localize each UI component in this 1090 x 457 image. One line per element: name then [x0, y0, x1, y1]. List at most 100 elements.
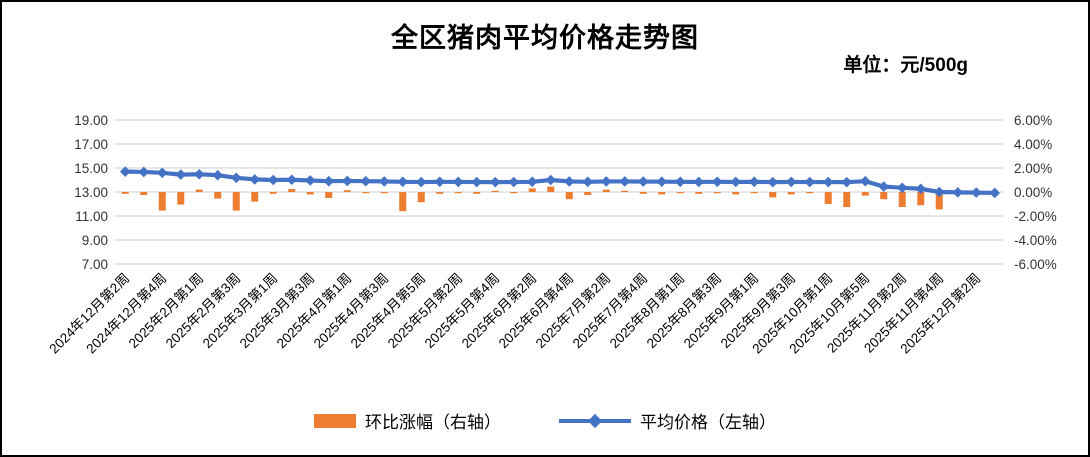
- right-axis-ticks: 6.00% 4.00% 2.00% 0.00% -2.00% -4.00% -6.00%: [1014, 113, 1057, 272]
- change-bar: [621, 190, 629, 192]
- data-point-marker: [267, 174, 279, 186]
- change-bar: [158, 192, 166, 211]
- legend-item-line-series: 平均价格（左轴）: [559, 408, 776, 433]
- data-point-marker: [360, 175, 372, 187]
- line-swatch-diamond-marker: [587, 413, 603, 428]
- legend-label-bar: 环比涨幅（右轴）: [365, 413, 501, 432]
- data-point-marker: [933, 186, 945, 198]
- change-bar: [602, 189, 610, 192]
- data-point-marker: [693, 176, 705, 188]
- change-bar: [843, 192, 851, 207]
- change-bar: [288, 189, 296, 192]
- data-point-marker: [230, 172, 242, 184]
- svg-text:0.00%: 0.00%: [1014, 185, 1052, 200]
- svg-text:6.00%: 6.00%: [1014, 113, 1052, 128]
- svg-text:7.00: 7.00: [82, 257, 108, 272]
- change-bar: [417, 192, 425, 203]
- change-bar: [269, 192, 277, 194]
- data-point-marker: [508, 176, 520, 188]
- svg-text:11.00: 11.00: [75, 209, 108, 224]
- change-bar: [898, 192, 906, 207]
- bar-series: [121, 186, 999, 212]
- data-point-marker: [748, 176, 760, 188]
- change-bar: [639, 192, 647, 194]
- data-point-marker: [341, 175, 353, 187]
- data-point-marker: [119, 166, 131, 177]
- svg-text:-6.00%: -6.00%: [1014, 257, 1057, 272]
- change-bar: [121, 192, 129, 194]
- change-bar: [232, 192, 240, 211]
- data-point-marker: [489, 176, 501, 188]
- change-bar: [380, 192, 388, 194]
- data-point-marker: [526, 176, 538, 188]
- data-point-marker: [841, 176, 853, 188]
- data-point-marker: [175, 169, 187, 180]
- data-point-marker: [434, 176, 446, 188]
- data-point-marker: [711, 176, 723, 188]
- change-bar: [750, 192, 758, 194]
- change-bar: [713, 192, 721, 194]
- data-point-marker: [323, 175, 335, 187]
- change-bar: [880, 192, 888, 200]
- left-axis-ticks: 19.00 17.00 15.00 13.00 11.00 9.00 7.00: [74, 113, 108, 272]
- change-bar: [935, 192, 943, 210]
- change-bar: [362, 192, 370, 194]
- change-bar: [917, 192, 925, 206]
- data-point-marker: [859, 175, 871, 187]
- change-bar: [528, 188, 536, 192]
- change-bar: [177, 192, 185, 205]
- bar-series-swatch-icon: [314, 413, 356, 428]
- data-point-marker: [896, 182, 908, 194]
- change-bar: [454, 192, 462, 194]
- price-line-series: [119, 166, 1001, 199]
- data-point-marker: [415, 176, 427, 188]
- data-point-marker: [767, 176, 779, 188]
- chart-legend: 环比涨幅（右轴） 平均价格（左轴）: [2, 408, 1088, 433]
- change-bar: [565, 192, 573, 200]
- svg-text:9.00: 9.00: [82, 233, 108, 248]
- line-series-swatch-icon: [559, 413, 631, 428]
- change-bar: [473, 192, 481, 194]
- change-bar: [584, 192, 592, 195]
- gridlines: [114, 119, 1004, 265]
- svg-text:-4.00%: -4.00%: [1014, 233, 1057, 248]
- data-point-marker: [878, 181, 890, 192]
- svg-text:-2.00%: -2.00%: [1014, 209, 1057, 224]
- change-bar: [399, 192, 407, 212]
- data-point-marker: [397, 176, 409, 188]
- change-bar: [325, 192, 333, 198]
- change-bar: [343, 190, 351, 192]
- data-point-marker: [286, 174, 298, 186]
- data-point-marker: [674, 176, 686, 188]
- change-bar: [824, 192, 832, 204]
- svg-text:17.00: 17.00: [74, 137, 108, 152]
- unit-label: 单位：元/500g: [843, 55, 968, 76]
- change-bar: [787, 192, 795, 195]
- data-point-marker: [249, 174, 261, 185]
- data-point-marker: [452, 176, 464, 188]
- data-point-marker: [656, 176, 668, 187]
- data-point-marker: [785, 176, 797, 188]
- change-bar: [861, 192, 869, 196]
- change-bar: [732, 192, 740, 195]
- change-bar: [676, 192, 684, 194]
- data-point-marker: [378, 176, 390, 187]
- change-bar: [547, 186, 555, 192]
- data-point-marker: [822, 176, 834, 188]
- change-bar: [769, 192, 777, 198]
- data-point-marker: [619, 176, 631, 187]
- data-point-marker: [545, 174, 557, 186]
- change-bar: [658, 192, 666, 195]
- x-axis-labels: 2024年12月第2周2024年12月第4周2025年2月第1周2025年2月第…: [46, 270, 984, 357]
- data-point-marker: [952, 187, 964, 198]
- change-bar: [510, 192, 518, 194]
- svg-text:15.00: 15.00: [74, 161, 108, 176]
- svg-text:13.00: 13.00: [74, 185, 108, 200]
- data-point-marker: [582, 176, 594, 188]
- data-point-marker: [637, 176, 649, 187]
- change-bar: [491, 190, 499, 192]
- change-bar: [251, 192, 259, 202]
- data-point-marker: [138, 166, 150, 178]
